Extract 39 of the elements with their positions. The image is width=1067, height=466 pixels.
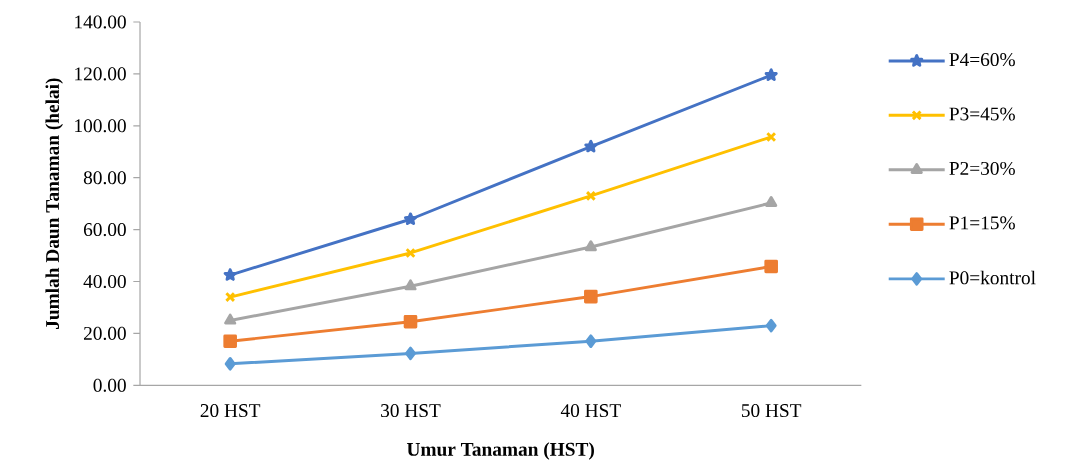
point <box>224 291 236 303</box>
legend-label: P3=45% <box>949 107 1015 121</box>
point <box>585 334 597 348</box>
y-tick-label: 60.00 <box>83 222 126 237</box>
x-tick-label: 30 HST <box>381 403 441 417</box>
y-axis-title: Jumlah Daun Tanaman (helai) <box>45 78 63 329</box>
legend-label: P1=15% <box>949 216 1015 230</box>
point <box>224 356 236 371</box>
point <box>403 212 418 225</box>
point <box>765 131 777 143</box>
point <box>764 68 778 81</box>
point <box>584 139 598 153</box>
point <box>405 247 416 259</box>
legend-label: P0=kontrol <box>949 270 1036 285</box>
y-tick-label: 80.00 <box>83 171 126 185</box>
x-tick-label: 50 HST <box>741 403 802 417</box>
point <box>223 334 237 348</box>
legend-label: P2=30% <box>949 161 1015 175</box>
y-tick-label: 40.00 <box>83 274 126 288</box>
y-tick-label: 20.00 <box>83 326 126 340</box>
x-tick-label: 20 HST <box>200 403 261 417</box>
point <box>403 314 418 329</box>
point <box>585 190 597 202</box>
y-tick-label: 140.00 <box>75 15 126 29</box>
point <box>765 195 778 207</box>
point <box>405 346 416 361</box>
point <box>764 259 778 274</box>
y-tick-label: 100.00 <box>75 119 126 133</box>
x-tick-label: 40 HST <box>560 403 621 417</box>
point <box>584 240 597 252</box>
point <box>584 289 598 304</box>
x-axis-title: Umur Tanaman (HST) <box>406 442 594 460</box>
legend-label: P4=60% <box>949 52 1015 67</box>
y-tick-label: 0.00 <box>93 378 126 392</box>
point <box>404 279 417 291</box>
point <box>223 268 237 281</box>
y-tick-label: 120.00 <box>75 67 126 81</box>
point <box>765 318 777 333</box>
point <box>224 313 237 325</box>
